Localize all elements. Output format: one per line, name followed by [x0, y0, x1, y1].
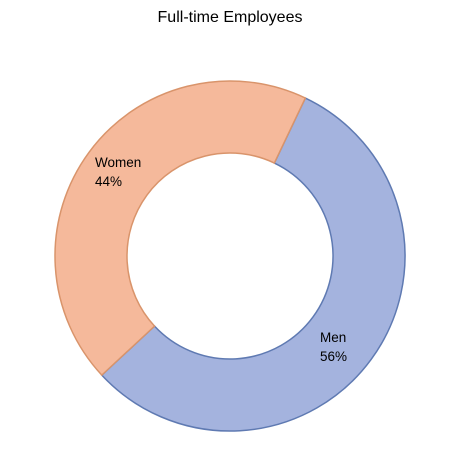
slice-women	[54, 80, 307, 377]
labels-layer: Men 56% Women 44%	[95, 155, 347, 364]
slice-label-men-name: Men	[320, 330, 346, 345]
slice-label-women-percent: 44%	[95, 174, 122, 189]
slice-label-men-percent: 56%	[320, 349, 347, 364]
slices-layer	[54, 80, 406, 432]
chart-title: Full-time Employees	[157, 9, 303, 26]
slice-men	[100, 97, 406, 432]
slice-label-women-name: Women	[95, 155, 141, 170]
